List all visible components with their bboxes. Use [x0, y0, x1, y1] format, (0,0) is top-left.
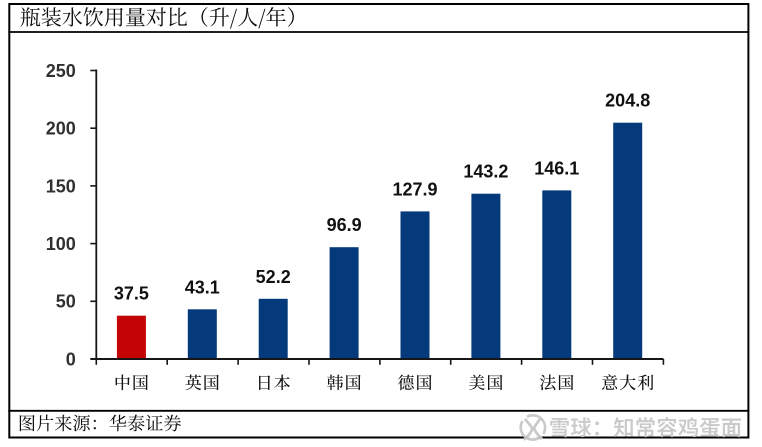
svg-text:43.1: 43.1: [185, 277, 220, 297]
svg-text:50: 50: [56, 292, 76, 312]
svg-text:37.5: 37.5: [114, 284, 149, 304]
svg-text:52.2: 52.2: [256, 267, 291, 287]
svg-text:146.1: 146.1: [534, 158, 579, 178]
svg-text:143.2: 143.2: [463, 162, 508, 182]
svg-text:96.9: 96.9: [327, 215, 362, 235]
svg-text:250: 250: [46, 61, 76, 81]
svg-text:150: 150: [46, 176, 76, 196]
svg-text:0: 0: [66, 349, 76, 369]
svg-text:127.9: 127.9: [392, 179, 437, 199]
svg-text:204.8: 204.8: [605, 91, 650, 111]
svg-text:100: 100: [46, 234, 76, 254]
svg-text:200: 200: [46, 119, 76, 139]
